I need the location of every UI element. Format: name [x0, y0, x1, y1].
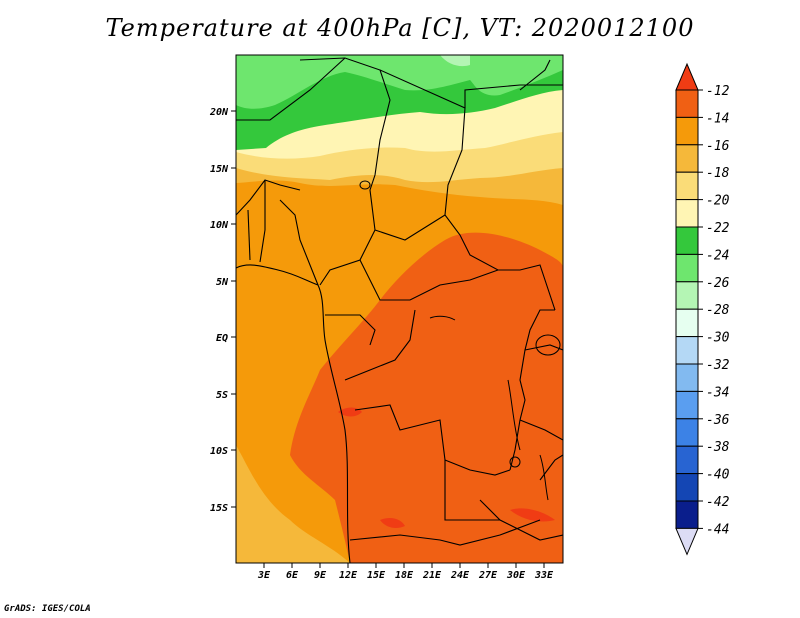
field-band-28-26 — [440, 55, 470, 67]
temperature-field — [236, 55, 563, 563]
colorbar-label: -20 — [706, 194, 730, 209]
colorbar-segment — [675, 473, 699, 502]
lon-label: 3E — [257, 570, 271, 581]
lat-label: 20N — [209, 107, 229, 118]
lake-malawi — [539, 454, 549, 501]
border-uganda-kenya — [524, 344, 563, 351]
colorbar-label: -34 — [706, 385, 729, 400]
border-nigeria-cameroon — [279, 199, 319, 286]
colorbar-segment — [675, 336, 699, 365]
colorbar-segment — [675, 199, 699, 228]
border-angola-drc — [354, 404, 511, 476]
lat-ticks — [231, 110, 236, 508]
colorbar-segment — [675, 253, 699, 283]
lake-tanganyika — [507, 379, 521, 451]
colorbar-label: -24 — [706, 248, 729, 263]
colorbar-label: -22 — [706, 221, 730, 236]
coastline-west — [236, 264, 351, 563]
border-niger-chad — [299, 57, 391, 286]
lon-label: 27E — [478, 570, 498, 581]
field-band-18-16-southwest — [236, 445, 350, 563]
lon-label: 12E — [339, 570, 358, 581]
lake-bangweulu — [509, 456, 521, 468]
lon-label: 24E — [450, 570, 470, 581]
field-band-26-24-north — [236, 55, 563, 96]
lat-label: 15S — [210, 503, 228, 514]
lat-label: 10S — [210, 446, 228, 457]
border-zambia-zimbabwe — [479, 499, 563, 541]
border-angola-namibia — [349, 519, 541, 546]
field-band-26-24 — [236, 55, 470, 109]
border-tanzania — [519, 419, 563, 441]
colorbar-label: -18 — [706, 166, 730, 181]
lon-label: 6E — [286, 570, 299, 581]
colorbar-segment — [675, 89, 699, 118]
colorbar-segment — [675, 363, 699, 392]
colorbar-label: -28 — [706, 303, 730, 318]
border-benin-nigeria — [259, 180, 266, 263]
border-gabon-congo — [325, 314, 376, 346]
lake-victoria — [535, 334, 561, 356]
border-mali-niger — [236, 57, 346, 121]
lon-label: 18E — [395, 570, 414, 581]
lon-label: 30E — [506, 570, 526, 581]
lon-label: 33E — [534, 570, 554, 581]
colorbar-arrow-bottom — [675, 527, 699, 556]
border-togo — [247, 209, 251, 261]
lakes — [359, 180, 561, 501]
lat-label: 15N — [210, 164, 229, 175]
colorbar-label: -16 — [706, 139, 730, 154]
river-congo — [429, 315, 456, 321]
colorbar-segment — [675, 390, 699, 420]
colorbar-segment — [675, 500, 699, 529]
lon-label: 15E — [367, 570, 386, 581]
colorbar-label: -12 — [706, 84, 730, 99]
colorbar-segment — [675, 308, 699, 338]
colorbar-segment — [675, 281, 699, 310]
border-chad-sudan — [379, 69, 556, 311]
colorbar-label: -14 — [706, 111, 729, 126]
colorbar-label: -26 — [706, 276, 730, 291]
colorbar-segment — [675, 226, 699, 255]
credit-text: GrADS: IGES/COLA — [4, 604, 91, 614]
border-angola-zambia — [444, 460, 500, 521]
lat-label: 10N — [210, 220, 229, 231]
border-car-south — [359, 259, 499, 301]
field-band-14-12 — [290, 232, 563, 563]
lon-label: 21E — [422, 570, 442, 581]
chart-title: Temperature at 400hPa [C], VT: 202001210… — [105, 14, 695, 42]
colorbar-label: -44 — [706, 522, 729, 537]
border-car-north — [374, 214, 446, 241]
colorbar-label: -32 — [706, 358, 730, 373]
colorbar-segment — [675, 418, 699, 447]
lat-label: 5S — [216, 390, 228, 401]
colorbar-label: -36 — [706, 413, 730, 428]
colorbar-segment — [675, 445, 699, 475]
lat-label: 5N — [216, 277, 229, 288]
coast-red-sea — [519, 59, 551, 91]
colorbar-label: -30 — [706, 331, 730, 346]
colorbar-segment — [675, 171, 699, 201]
lon-ticks — [263, 563, 545, 568]
lake-chad — [359, 180, 371, 190]
colorbar-label: -40 — [706, 468, 730, 483]
colorbar-arrow-top — [675, 62, 699, 91]
colorbar-label: -38 — [706, 440, 730, 455]
lat-label: EQ — [216, 333, 228, 344]
border-libya-egypt — [464, 84, 563, 108]
border-malawi — [539, 454, 563, 481]
colorbar: -12 -14 -16 -18 -20 -22 -24 -26 -28 -30 -32 -34 -36 -… — [675, 62, 730, 556]
lon-label: 9E — [314, 570, 327, 581]
field-hot-spot — [510, 508, 555, 522]
colorbar-label: -42 — [706, 495, 730, 510]
borders — [236, 57, 563, 563]
field-hot-spot — [380, 517, 405, 528]
colorbar-segment — [675, 116, 699, 146]
colorbar-segment — [675, 144, 699, 173]
map-frame — [235, 54, 564, 564]
border-drc-east — [509, 309, 555, 471]
border-congo-drc — [344, 309, 416, 381]
